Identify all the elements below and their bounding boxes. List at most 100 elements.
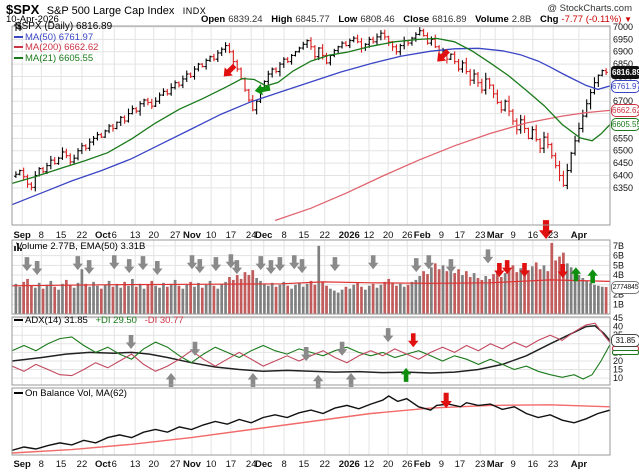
low-label: Low (338, 14, 358, 25)
svg-text:6500: 6500 (613, 146, 633, 156)
svg-text:Mar: Mar (487, 459, 504, 470)
svg-text:6850: 6850 (613, 59, 633, 69)
svg-text:Feb: Feb (414, 459, 431, 470)
symbol: $SPX (6, 2, 40, 17)
svg-text:22: 22 (319, 459, 330, 470)
obv-swatch (14, 392, 23, 395)
adx-panel-legend: ADX(14) 31.85 +DI 29.50 -DI 30.77 (14, 315, 184, 327)
high-label: High (271, 14, 293, 25)
ma200-legend: MA(200) 6662.62 (25, 42, 99, 53)
close-value: 6816.89 (432, 14, 467, 25)
svg-text:20: 20 (383, 230, 394, 241)
low-value: 6808.46 (360, 14, 395, 25)
svg-text:17: 17 (226, 459, 237, 470)
svg-text:9: 9 (510, 459, 515, 470)
svg-text:Oct: Oct (95, 230, 112, 241)
svg-text:6: 6 (112, 230, 117, 241)
svg-text:6950: 6950 (613, 34, 633, 44)
svg-text:24: 24 (246, 459, 257, 470)
svg-text:Sep: Sep (13, 230, 31, 241)
svg-text:6B: 6B (613, 251, 624, 261)
svg-text:6900: 6900 (613, 47, 633, 57)
svg-text:8: 8 (39, 459, 44, 470)
chart-date: 10-Apr-2026 (6, 14, 59, 25)
obv-panel-legend: On Balance Vol, MA(62) (14, 388, 127, 400)
volume-panel-legend: Volume 2.77B, EMA(50) 3.31B (14, 241, 145, 253)
high-value: 6845.77 (295, 14, 330, 25)
svg-text:6700: 6700 (613, 96, 633, 106)
svg-text:15: 15 (56, 230, 67, 241)
svg-text:27: 27 (170, 230, 181, 241)
svg-text:20: 20 (148, 459, 159, 470)
close-label: Close (403, 14, 430, 25)
svg-text:Nov: Nov (183, 459, 202, 470)
adx-value-box: 31.85 (611, 334, 639, 347)
svg-text:9: 9 (439, 459, 444, 470)
svg-text:Mar: Mar (487, 230, 504, 241)
stockcharts-credit[interactable]: @ StockCharts.com (547, 3, 632, 14)
svg-text:6550: 6550 (613, 133, 633, 143)
svg-text:Oct: Oct (95, 459, 112, 470)
ma21-legend: MA(21) 6605.55 (25, 52, 94, 64)
last-price-box: 6816.89 (611, 66, 639, 79)
ma50-swatch (14, 35, 23, 38)
svg-text:Apr: Apr (571, 459, 588, 470)
plus-di-legend: +DI 29.50 (95, 315, 137, 326)
ma200-value-box: 6662.62 (611, 104, 639, 117)
svg-text:1B: 1B (613, 299, 624, 309)
svg-text:5B: 5B (613, 260, 624, 270)
svg-text:6: 6 (112, 459, 117, 470)
svg-text:2026: 2026 (339, 230, 360, 241)
chg-label: Chg (539, 14, 559, 25)
main-legend-title: $SPX (Daily) 6816.89 (16, 21, 113, 32)
svg-text:15: 15 (299, 230, 310, 241)
minus-di-legend: -DI 30.77 (144, 315, 184, 326)
plus-di-marker (612, 350, 639, 355)
svg-text:Sep: Sep (13, 459, 31, 470)
svg-text:7B: 7B (613, 241, 624, 251)
open-value: 6839.24 (228, 14, 263, 25)
svg-text:20: 20 (383, 459, 394, 470)
svg-text:17: 17 (455, 230, 466, 241)
svg-text:22: 22 (77, 459, 88, 470)
svg-text:2026: 2026 (339, 459, 360, 470)
open-label: Open (200, 14, 226, 25)
svg-text:15: 15 (56, 459, 67, 470)
svg-text:17: 17 (226, 230, 237, 241)
svg-text:Apr: Apr (571, 230, 588, 241)
svg-text:8: 8 (281, 230, 286, 241)
svg-text:8: 8 (281, 459, 286, 470)
svg-text:7000: 7000 (613, 22, 633, 32)
quote-summary: Open 6839.24 High 6845.77 Low 6808.46 Close… (195, 14, 632, 25)
svg-text:23: 23 (548, 230, 559, 241)
svg-text:17: 17 (455, 459, 466, 470)
svg-text:13: 13 (130, 230, 141, 241)
ma50-value-box: 6761.97 (611, 80, 639, 93)
svg-text:Feb: Feb (414, 230, 431, 241)
adx-swatch (14, 319, 23, 322)
svg-text:12: 12 (364, 459, 375, 470)
svg-text:16: 16 (528, 459, 539, 470)
svg-text:26: 26 (402, 459, 413, 470)
svg-text:16: 16 (528, 230, 539, 241)
svg-text:6400: 6400 (613, 170, 633, 180)
ma21-value-box: 6605.55 (611, 118, 639, 131)
svg-text:13: 13 (130, 459, 141, 470)
svg-text:10: 10 (206, 459, 217, 470)
obv-legend: On Balance Vol, MA(62) (25, 388, 127, 399)
ma21-swatch (14, 56, 23, 59)
svg-text:22: 22 (319, 230, 330, 241)
svg-text:20: 20 (613, 356, 623, 366)
svg-text:20: 20 (148, 230, 159, 241)
change-down-triangle-icon: ▼ (624, 15, 632, 24)
exchange-label: INDX (182, 6, 207, 16)
svg-text:6350: 6350 (613, 183, 633, 193)
svg-text:15: 15 (613, 365, 623, 375)
svg-text:23: 23 (475, 459, 486, 470)
volume-value-box: 2774845 (611, 281, 639, 294)
ma200-swatch (14, 46, 23, 49)
svg-text:40: 40 (613, 322, 623, 332)
svg-text:10: 10 (613, 373, 623, 383)
